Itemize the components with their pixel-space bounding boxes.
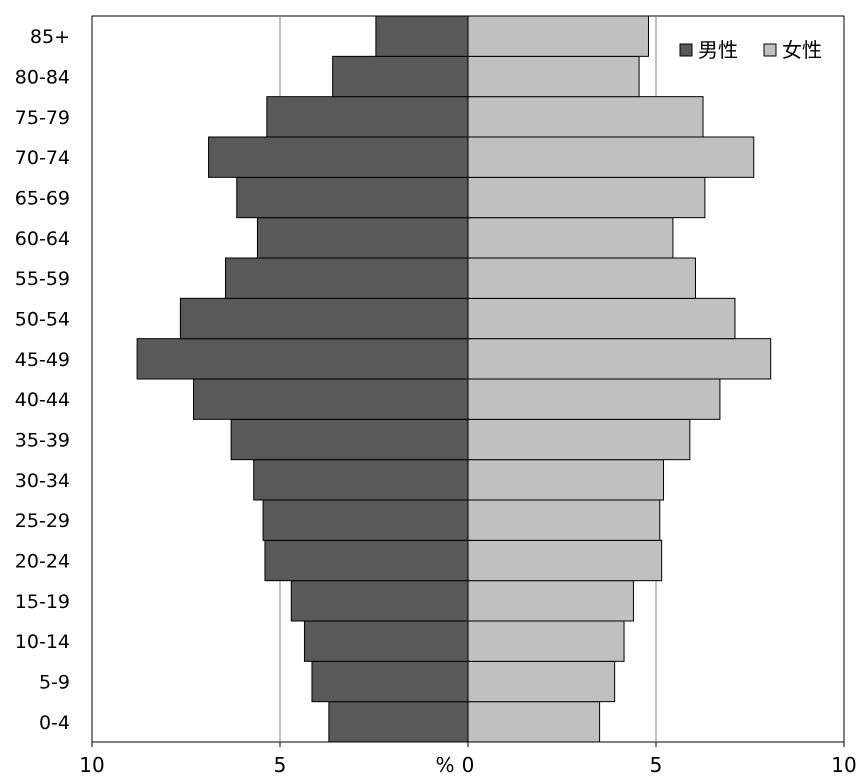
bar-male-45-49	[136, 338, 469, 380]
y-axis-labels: 0-4 5-9 10-14 15-19 20-24 25-29 30-34 35-39 40-4…	[15, 26, 70, 734]
x-tick-label: 10	[831, 753, 856, 777]
x-tick-label: 5	[274, 753, 287, 777]
y-tick-label: 60-64	[15, 228, 70, 250]
bar-male-0-4	[328, 701, 469, 743]
bar-female-45-49	[467, 338, 772, 380]
bar-male-35-39	[230, 418, 469, 461]
y-tick-label: 35-39	[15, 430, 70, 452]
bar-female-60-64	[467, 217, 674, 259]
y-tick-label: 0-4	[39, 712, 70, 734]
bar-female-0-4	[467, 701, 601, 743]
y-tick-label: 40-44	[15, 389, 70, 411]
bar-male-60-64	[256, 217, 469, 259]
bar-male-80-84	[332, 55, 469, 98]
y-tick-label: 10-14	[15, 631, 70, 653]
bar-male-65-69	[236, 176, 469, 219]
bar-male-30-34	[253, 459, 469, 501]
bar-male-40-44	[193, 378, 469, 420]
bar-female-15-19	[467, 580, 634, 622]
bar-female-50-54	[467, 297, 736, 340]
unit-label: %	[435, 753, 454, 777]
x-tick-label: 10	[79, 753, 104, 777]
bars	[136, 15, 772, 743]
legend-label: 男性	[698, 38, 738, 62]
y-tick-label: 80-84	[15, 67, 70, 89]
y-tick-label: 20-24	[15, 551, 70, 573]
bar-female-65-69	[467, 176, 706, 219]
bar-female-80-84	[467, 55, 640, 98]
bar-male-10-14	[303, 620, 469, 662]
bar-female-55-59	[467, 257, 696, 299]
bar-female-10-14	[467, 620, 625, 662]
bar-male-70-74	[208, 136, 469, 178]
y-tick-label: 85+	[30, 26, 70, 48]
legend: 男性 女性	[679, 38, 822, 62]
bar-male-55-59	[224, 257, 469, 299]
x-tick-label: 5	[650, 753, 663, 777]
bar-female-30-34	[467, 459, 665, 501]
bar-male-75-79	[266, 96, 469, 138]
x-axis-labels: 10 5 0 5 10	[79, 742, 857, 777]
bar-female-25-29	[467, 499, 661, 541]
y-tick-label: 45-49	[15, 349, 70, 371]
y-tick-label: 30-34	[15, 470, 70, 492]
y-tick-label: 5-9	[39, 672, 70, 694]
bar-female-35-39	[467, 418, 691, 461]
legend-label: 女性	[782, 38, 822, 62]
legend-swatch	[679, 43, 693, 57]
x-tick-label: 0	[462, 753, 475, 777]
y-tick-label: 75-79	[15, 107, 70, 129]
y-tick-label: 55-59	[15, 268, 70, 290]
bar-female-75-79	[467, 96, 704, 138]
y-tick-label: 15-19	[15, 591, 70, 613]
bar-female-40-44	[467, 378, 721, 420]
y-tick-label: 70-74	[15, 147, 70, 169]
y-tick-label: 25-29	[15, 510, 70, 532]
bar-female-5-9	[467, 660, 616, 703]
bar-male-15-19	[290, 580, 469, 622]
y-tick-label: 50-54	[15, 309, 70, 331]
bar-male-50-54	[179, 297, 469, 340]
bar-female-85+	[467, 15, 649, 57]
bar-male-85+	[375, 15, 469, 57]
bar-female-20-24	[467, 539, 663, 582]
bar-female-70-74	[467, 136, 755, 178]
bar-male-20-24	[264, 539, 469, 582]
bar-male-5-9	[311, 660, 469, 703]
y-tick-label: 65-69	[15, 188, 70, 210]
legend-swatch	[763, 43, 777, 57]
bar-male-25-29	[262, 499, 469, 541]
